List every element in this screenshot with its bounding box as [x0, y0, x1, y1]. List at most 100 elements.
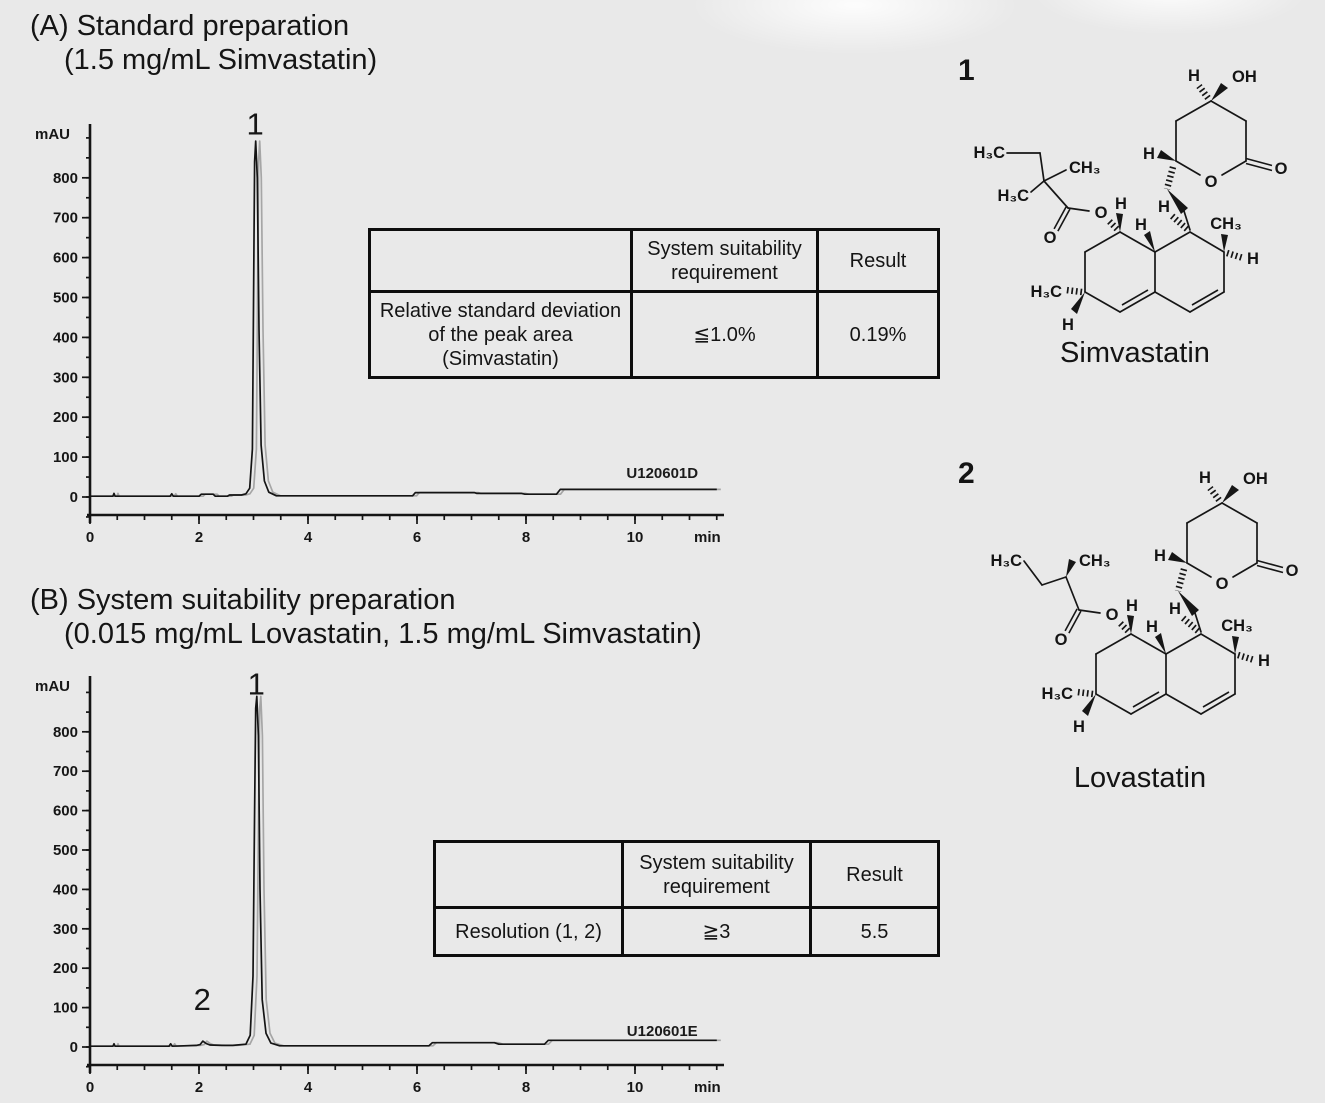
x-tick-label: 6 — [413, 529, 421, 546]
table-b-header-requirement: System suitability requirement — [621, 840, 812, 909]
panel-a-title-line2: (1.5 mg/mL Simvastatin) — [64, 44, 378, 76]
structure-1-name: Simvastatin — [1060, 337, 1210, 369]
x-tick-label: 8 — [522, 529, 530, 546]
chromatogram-trace — [90, 695, 717, 1048]
atom-label-h: H — [1188, 67, 1200, 85]
structure-2-number: 2 — [958, 457, 975, 490]
y-tick-label: 0 — [70, 1039, 78, 1056]
panel-b-title-line1: (B) System suitability preparation — [30, 584, 456, 616]
lactone-chain — [1157, 150, 1191, 231]
table-b-row-label: Resolution (1, 2) — [433, 906, 624, 957]
peak-label: 1 — [248, 666, 265, 701]
atom-label-oh: OH — [1243, 470, 1268, 488]
y-tick-label: 400 — [53, 881, 78, 898]
x-axis-unit-label: min — [694, 529, 721, 546]
atom-label-h: H — [1073, 718, 1085, 736]
atom-label-o-ester: O — [1095, 204, 1108, 222]
y-tick-label: 800 — [53, 170, 78, 187]
y-tick-label: 700 — [53, 210, 78, 227]
run-id-label: U120601E — [627, 1023, 698, 1040]
y-tick-label: 600 — [53, 803, 78, 820]
structure-2-name: Lovastatin — [1074, 762, 1206, 794]
chromatogram-b: 0 100 200 300 400 500 600 700 800 0 2 4 6 8 10 mAU min 2 1… — [35, 666, 724, 1096]
y-tick-label: 0 — [70, 489, 78, 506]
chromatogram-trace — [90, 140, 717, 498]
atom-label-h: H — [1146, 618, 1158, 636]
x-tick-label: 0 — [86, 1079, 94, 1096]
y-tick-label: 800 — [53, 724, 78, 741]
y-tick-label: 100 — [53, 1000, 78, 1017]
atom-label-h: H — [1199, 469, 1211, 487]
x-tick-label: 4 — [304, 1079, 313, 1096]
suitability-table-b: System suitability requirement Result Re… — [433, 840, 940, 957]
decalin-substituents — [1065, 213, 1244, 314]
y-tick-label: 500 — [53, 290, 78, 307]
table-b-row-result: 5.5 — [809, 906, 940, 957]
x-tick-label: 2 — [195, 529, 203, 546]
x-tick-label: 10 — [627, 529, 644, 546]
decalin-substituents — [1076, 615, 1255, 716]
x-axis-unit-label: min — [694, 1079, 721, 1096]
atom-label-h3c: H₃C — [1031, 283, 1063, 301]
y-tick-label: 300 — [53, 921, 78, 938]
atom-label-h: H — [1258, 652, 1270, 670]
atom-label-h3c: H₃C — [1042, 685, 1074, 703]
atom-label-h: H — [1143, 145, 1155, 163]
decalin-ring — [1084, 231, 1225, 313]
atom-label-h: H — [1154, 547, 1166, 565]
y-tick-label: 200 — [53, 960, 78, 977]
table-a-header-empty — [368, 228, 633, 293]
atom-label-h: H — [1115, 195, 1127, 213]
x-tick-label: 2 — [195, 1079, 203, 1096]
atom-label-h: H — [1169, 600, 1181, 618]
table-a-header-requirement: System suitability requirement — [630, 228, 819, 293]
table-b-header-empty — [433, 840, 624, 909]
decalin-ring — [1095, 633, 1236, 715]
y-tick-label: 200 — [53, 409, 78, 426]
atom-label-o-ring: O — [1205, 173, 1218, 191]
y-tick-label: 600 — [53, 250, 78, 267]
structure-lovastatin: 2 — [958, 457, 1299, 794]
x-tick-label: 0 — [86, 529, 94, 546]
x-tick-label: 10 — [627, 1079, 644, 1096]
atom-label-ch3: CH₃ — [1079, 552, 1110, 570]
table-b-header-result: Result — [809, 840, 940, 909]
atom-label-o-carbonyl: O — [1286, 562, 1299, 580]
atom-label-oh: OH — [1232, 68, 1257, 86]
y-tick-label: 400 — [53, 329, 78, 346]
suitability-table-a: System suitability requirement Result Re… — [368, 228, 940, 379]
atom-label-h: H — [1135, 216, 1147, 234]
lactone-ring — [1186, 485, 1284, 578]
y-tick-label: 300 — [53, 369, 78, 386]
table-row: System suitability requirement Result — [433, 840, 940, 909]
x-tick-label: 4 — [304, 529, 313, 546]
y-tick-label: 500 — [53, 842, 78, 859]
atom-label-o-ring: O — [1216, 575, 1229, 593]
run-id-label: U120601D — [626, 465, 698, 482]
panel-b-title-line2: (0.015 mg/mL Lovastatin, 1.5 mg/mL Simva… — [64, 618, 702, 650]
table-a-row-result: 0.19% — [816, 290, 940, 379]
lactone-ring — [1175, 83, 1273, 176]
background-highlight — [1030, 0, 1310, 35]
x-tick-label: 8 — [522, 1079, 530, 1096]
atom-label-h3c: H₃C — [974, 144, 1006, 162]
atom-label-h3c: H₃C — [998, 187, 1030, 205]
panel-a-title-line1: (A) Standard preparation — [30, 10, 350, 42]
atom-label-ch3: CH₃ — [1221, 617, 1252, 635]
atom-label-o-carbonyl: O — [1275, 160, 1288, 178]
atom-label-o-carbonyl: O — [1055, 631, 1068, 649]
table-row: System suitability requirement Result — [368, 228, 940, 293]
y-tick-label: 700 — [53, 763, 78, 780]
y-tick-label: 100 — [53, 449, 78, 466]
table-row: Relative standard deviation of the peak … — [368, 290, 940, 379]
atom-label-h3c: H₃C — [991, 552, 1023, 570]
x-tick-label: 6 — [413, 1079, 421, 1096]
atom-label-o-carbonyl: O — [1044, 229, 1057, 247]
peak-label: 1 — [247, 107, 264, 142]
peak-label: 2 — [194, 982, 211, 1017]
atom-label-h: H — [1158, 198, 1170, 216]
y-axis-unit-label: mAU — [35, 126, 70, 143]
lactone-chain — [1168, 552, 1202, 633]
atom-label-ch3: CH₃ — [1210, 215, 1241, 233]
atom-label-h: H — [1062, 316, 1074, 334]
